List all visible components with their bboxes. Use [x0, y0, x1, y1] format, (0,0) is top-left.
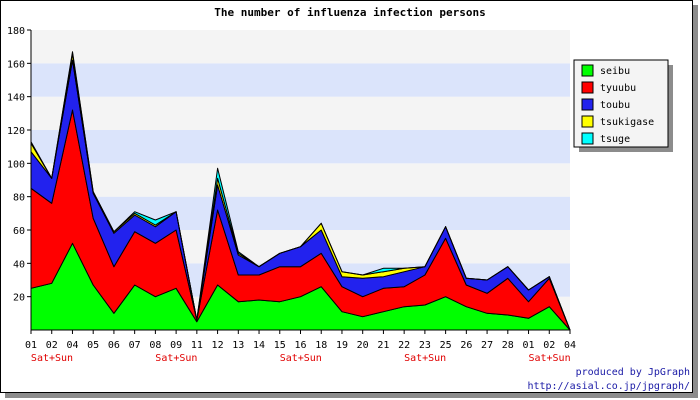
y-tick-label: 160 [7, 59, 25, 70]
area-tsuge [30, 51, 571, 331]
y-tick-label: 20 [13, 293, 25, 304]
x-tick-label: 25 [440, 340, 452, 351]
weekend-markers: Sat+Sun Sat+Sun Sat+Sun Sat+Sun Sat+Sun [31, 353, 571, 364]
y-tick-label: 120 [7, 126, 25, 137]
x-tick-label: 08 [149, 340, 161, 351]
legend-swatch-tsuge [581, 132, 594, 145]
weekend-marker: Sat+Sun [280, 353, 322, 364]
x-tick-label: 21 [377, 340, 389, 351]
y-tick-label: 100 [7, 159, 25, 170]
legend-swatch-toubu [581, 98, 594, 111]
x-tick-label: 14 [253, 340, 265, 351]
x-tick-label: 04 [564, 340, 576, 351]
background-band [31, 63, 570, 97]
background-band [31, 130, 570, 164]
y-tick-label: 40 [13, 259, 25, 270]
y-tick-label: 140 [7, 93, 25, 104]
legend-label-tsuge: tsuge [600, 134, 630, 145]
y-axis-ticks: 20 40 60 80 100 120 140 160 180 [7, 26, 31, 304]
x-tick-label: 23 [419, 340, 431, 351]
x-tick-label: 13 [232, 340, 244, 351]
x-axis-ticks: 01 02 04 05 06 07 08 09 11 12 13 14 15 16 18 19 20 21 22 23… [25, 330, 576, 351]
x-tick-label: 05 [87, 340, 99, 351]
y-tick-label: 80 [13, 193, 25, 204]
x-tick-label: 09 [170, 340, 182, 351]
background-band [31, 30, 570, 64]
x-tick-label: 04 [66, 340, 78, 351]
background-band [31, 96, 570, 130]
legend-swatch-tyuubu [581, 81, 594, 94]
weekend-marker: Sat+Sun [31, 353, 73, 364]
x-tick-label: 27 [481, 340, 493, 351]
x-tick-label: 26 [460, 340, 472, 351]
credit-url[interactable]: http://asial.co.jp/jpgraph/ [527, 381, 690, 392]
x-tick-label: 06 [108, 340, 120, 351]
legend-swatch-seibu [581, 64, 594, 77]
x-tick-label: 19 [336, 340, 348, 351]
legend-label-toubu: toubu [600, 100, 630, 111]
x-tick-label: 15 [274, 340, 286, 351]
weekend-marker: Sat+Sun [404, 353, 446, 364]
y-tick-label: 180 [7, 26, 25, 37]
weekend-marker: Sat+Sun [155, 353, 197, 364]
x-tick-label: 02 [46, 340, 58, 351]
weekend-marker: Sat+Sun [528, 353, 570, 364]
legend-swatch-tsukigase [581, 115, 594, 128]
x-tick-label: 22 [398, 340, 410, 351]
x-tick-label: 12 [212, 340, 224, 351]
y-tick-label: 60 [13, 226, 25, 237]
x-tick-label: 02 [543, 340, 555, 351]
x-tick-label: 28 [502, 340, 514, 351]
legend-label-seibu: seibu [600, 66, 630, 77]
x-tick-label: 01 [523, 340, 535, 351]
x-tick-label: 20 [357, 340, 369, 351]
credit-produced-by: produced by JpGraph [576, 367, 690, 378]
legend-label-tsukigase: tsukigase [600, 117, 654, 128]
x-tick-label: 18 [315, 340, 327, 351]
x-tick-label: 01 [25, 340, 37, 351]
background-band [31, 163, 570, 197]
x-tick-label: 16 [294, 340, 306, 351]
legend-label-tyuubu: tyuubu [600, 83, 636, 94]
x-tick-label: 11 [191, 340, 203, 351]
legend: seibu tyuubu toubu tsukigase tsuge [573, 59, 673, 152]
chart-title: The number of influenza infection person… [214, 6, 486, 19]
background-band [31, 196, 570, 230]
x-tick-label: 07 [129, 340, 141, 351]
